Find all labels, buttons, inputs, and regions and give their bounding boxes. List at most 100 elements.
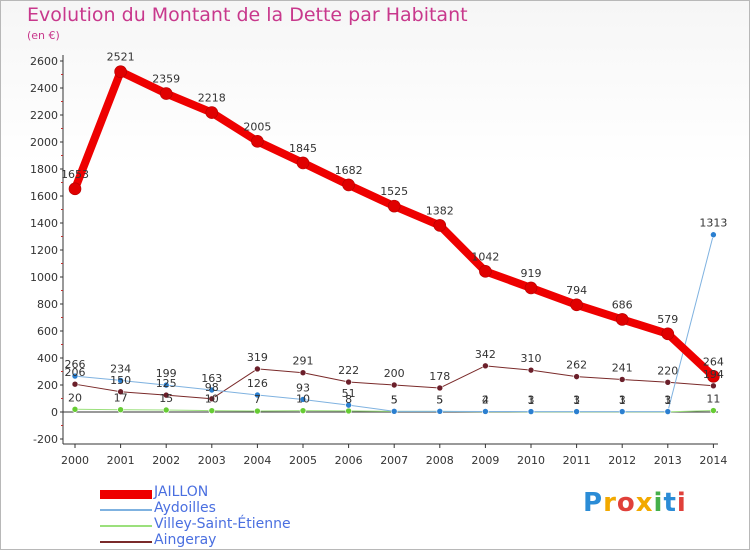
data-label: 98: [205, 381, 219, 394]
data-label: 20: [68, 391, 82, 404]
data-label: 310: [521, 352, 542, 365]
x-tick-label: 2014: [699, 454, 727, 467]
data-point: [436, 384, 444, 392]
data-point: [162, 391, 170, 399]
data-label: 234: [110, 362, 131, 375]
data-label: 241: [612, 361, 633, 374]
data-label: 5: [436, 393, 443, 406]
data-label: 7: [254, 393, 261, 406]
data-point: [162, 381, 170, 389]
data-label: 3: [664, 394, 671, 407]
data-point: [387, 199, 401, 213]
data-point: [479, 265, 492, 278]
data-point: [254, 391, 261, 399]
x-tick-label: 2002: [152, 454, 180, 467]
y-tick-label: 2200: [30, 109, 58, 122]
data-point: [68, 182, 82, 196]
data-label: 4: [482, 393, 489, 406]
data-point: [664, 408, 672, 415]
data-label: 579: [657, 313, 678, 326]
proxiti-logo: Proxiti: [583, 488, 687, 518]
logo-letter: i: [676, 488, 687, 518]
data-point: [299, 369, 307, 377]
data-point: [71, 380, 79, 388]
data-label: 3: [573, 394, 580, 407]
logo-letter: r: [603, 488, 617, 518]
line-chart: -200020040060080010001200140016001800200…: [30, 51, 727, 467]
data-point: [208, 395, 216, 403]
x-tick-label: 2004: [243, 454, 271, 467]
data-point: [162, 406, 170, 414]
data-label: 319: [247, 351, 268, 364]
data-point: [482, 408, 489, 415]
data-label: 1: [528, 394, 535, 407]
data-point: [345, 407, 352, 415]
y-tick-label: 2000: [30, 136, 58, 149]
data-label: 17: [114, 392, 128, 405]
y-tick-label: 400: [37, 352, 58, 365]
data-point: [117, 406, 124, 414]
logo-letter: o: [616, 488, 636, 518]
legend-swatch: [100, 489, 152, 499]
y-tick-label: 200: [37, 379, 58, 392]
data-point: [618, 408, 626, 415]
data-point: [71, 372, 79, 380]
data-label: 194: [703, 368, 724, 381]
data-point: [254, 365, 261, 373]
data-label: 1382: [426, 204, 454, 217]
chart-unit: (en €): [27, 29, 60, 42]
x-tick-label: 2013: [654, 454, 682, 467]
logo-letter: x: [635, 488, 654, 518]
data-point: [710, 407, 717, 414]
data-label: 1845: [289, 142, 317, 155]
data-label: 222: [338, 364, 359, 377]
y-tick-label: 2400: [30, 82, 58, 95]
data-label: 206: [65, 366, 86, 379]
legend-swatch: [100, 509, 152, 511]
data-label: 1653: [61, 168, 89, 181]
data-point: [251, 135, 264, 148]
data-point: [527, 408, 535, 415]
data-point: [254, 407, 261, 415]
data-point: [573, 408, 580, 415]
data-label: 1313: [699, 217, 727, 230]
data-label: 262: [566, 359, 587, 372]
legend-label: Aydoilles: [154, 500, 216, 516]
x-tick-label: 2006: [335, 454, 363, 467]
data-point: [390, 408, 398, 415]
legend-label: Villey-Saint-Étienne: [154, 516, 291, 532]
data-point: [117, 377, 124, 384]
data-point: [208, 407, 216, 414]
y-tick-label: 2600: [30, 55, 58, 68]
data-label: 3: [528, 394, 535, 407]
data-label: 264: [703, 355, 724, 368]
data-label: 10: [296, 393, 310, 406]
x-tick-label: 2010: [517, 454, 545, 467]
data-label: 220: [657, 364, 678, 377]
x-tick-label: 2008: [426, 454, 454, 467]
chart-series: [68, 65, 720, 416]
data-point: [299, 396, 307, 403]
data-point: [296, 156, 310, 170]
data-point: [390, 381, 398, 389]
data-point: [436, 408, 444, 415]
data-point: [345, 378, 352, 386]
y-tick-label: 600: [37, 325, 58, 338]
data-label: 1525: [380, 185, 408, 198]
x-tick-label: 2000: [61, 454, 89, 467]
data-point: [114, 65, 127, 78]
x-tick-label: 2003: [198, 454, 226, 467]
data-point: [524, 281, 538, 295]
data-point: [482, 362, 489, 370]
data-label: 150: [110, 374, 131, 387]
data-label: 93: [296, 381, 310, 394]
data-label: 163: [201, 372, 222, 385]
series-line-0: [71, 67, 718, 381]
data-label: 2359: [152, 73, 180, 86]
data-point: [205, 106, 219, 119]
y-tick-label: 800: [37, 298, 58, 311]
data-point: [208, 386, 216, 394]
data-label: 2521: [107, 51, 135, 64]
data-point: [159, 87, 173, 100]
